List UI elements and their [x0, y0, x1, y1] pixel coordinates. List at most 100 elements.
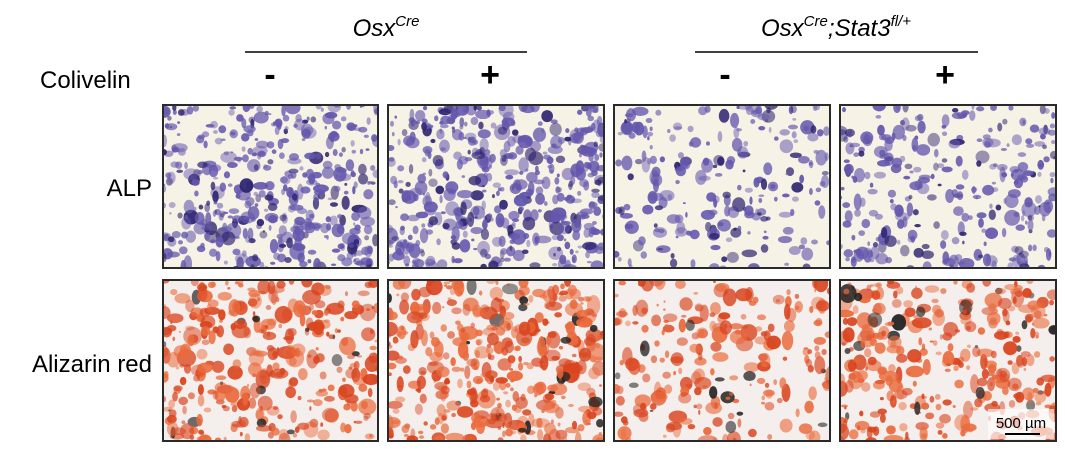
stain-blob [495, 326, 506, 336]
stain-blob [816, 129, 824, 137]
stain-blob [597, 194, 604, 201]
stain-blob [403, 239, 408, 244]
stain-blob [320, 422, 324, 427]
stain-blob [278, 429, 290, 440]
stain-blob [239, 431, 243, 437]
stain-blob [861, 382, 871, 392]
stain-blob [368, 352, 378, 364]
stain-blob [363, 412, 371, 419]
stain-blob [280, 175, 291, 185]
stain-blob [306, 130, 310, 134]
micrograph [388, 280, 604, 441]
stain-blob [288, 188, 293, 196]
stain-blob [759, 352, 771, 368]
stain-blob [293, 123, 298, 128]
stain-blob [865, 139, 870, 145]
stain-blob [815, 317, 823, 326]
stain-blob [179, 376, 187, 386]
stain-blob [1037, 163, 1044, 167]
stain-blob [275, 118, 283, 128]
stain-blob [568, 180, 573, 191]
stain-blob [750, 119, 756, 125]
stain-blob [400, 225, 405, 231]
stain-blob [940, 288, 947, 294]
stain-blob [210, 120, 218, 129]
stain-blob [370, 329, 374, 335]
stain-blob [315, 390, 329, 397]
stain-blob [213, 130, 218, 134]
stain-blob [857, 252, 862, 257]
stain-blob [840, 436, 845, 441]
stain-blob [238, 416, 249, 428]
stain-blob [353, 222, 356, 226]
stain-blob [866, 333, 873, 341]
stain-blob [810, 125, 817, 134]
stain-blob [388, 350, 400, 361]
stain-blob [694, 303, 704, 312]
stain-blob [580, 302, 584, 305]
stain-blob [350, 171, 357, 178]
stain-blob [275, 296, 280, 303]
stain-blob [337, 254, 346, 262]
stain-blob [617, 131, 623, 136]
stain-blob [853, 193, 862, 211]
stain-blob [371, 135, 378, 148]
stain-blob [792, 118, 797, 121]
stain-blob [885, 256, 893, 264]
stain-blob [852, 176, 858, 183]
stain-blob [872, 105, 886, 112]
stain-blob [670, 253, 675, 259]
stain-blob [348, 243, 355, 248]
stain-blob [578, 347, 592, 362]
stain-blob [497, 358, 512, 371]
stain-blob [729, 323, 743, 330]
stain-blob [178, 330, 182, 334]
stain-blob [508, 210, 520, 221]
stain-blob [710, 341, 722, 352]
stain-blob [340, 116, 347, 122]
stain-blob [654, 340, 660, 347]
stain-blob [312, 399, 323, 407]
micrograph-border [162, 104, 379, 269]
stain-blob [906, 202, 914, 217]
stain-blob [229, 106, 237, 110]
stain-blob [782, 193, 790, 198]
stain-blob [690, 259, 696, 268]
stain-blob [932, 310, 945, 327]
stain-blob [593, 141, 598, 148]
stain-blob [505, 399, 511, 408]
stain-blob [614, 372, 621, 380]
stain-blob [971, 186, 977, 194]
stain-blob [758, 194, 765, 197]
stain-blob [971, 105, 975, 110]
stain-blob [472, 206, 480, 216]
stain-blob [788, 245, 801, 256]
condition-label: - [264, 56, 275, 94]
stain-blob [1035, 335, 1039, 339]
stain-blob [468, 175, 482, 186]
stain-blob [493, 205, 502, 214]
stain-blob [888, 379, 903, 393]
stain-blob [786, 167, 795, 177]
stain-blob [429, 424, 437, 430]
stain-blob [682, 202, 686, 205]
stain-blob [807, 133, 819, 142]
stain-blob [875, 282, 882, 289]
stain-blob [512, 129, 519, 136]
stain-blob [1038, 127, 1051, 135]
stain-blob [358, 383, 368, 392]
stain-blob [189, 434, 195, 440]
stain-blob [537, 209, 542, 213]
stain-blob [439, 120, 444, 125]
stain-blob [966, 365, 971, 371]
stain-blob [234, 253, 249, 264]
stain-blob [372, 233, 378, 247]
stain-blob [222, 405, 230, 412]
stain-blob [497, 187, 502, 192]
stain-blob [968, 215, 973, 220]
stain-blob [506, 370, 523, 382]
stain-blob [174, 293, 191, 304]
stain-blob [397, 325, 407, 340]
stain-blob [231, 324, 251, 339]
stain-blob [167, 251, 180, 258]
